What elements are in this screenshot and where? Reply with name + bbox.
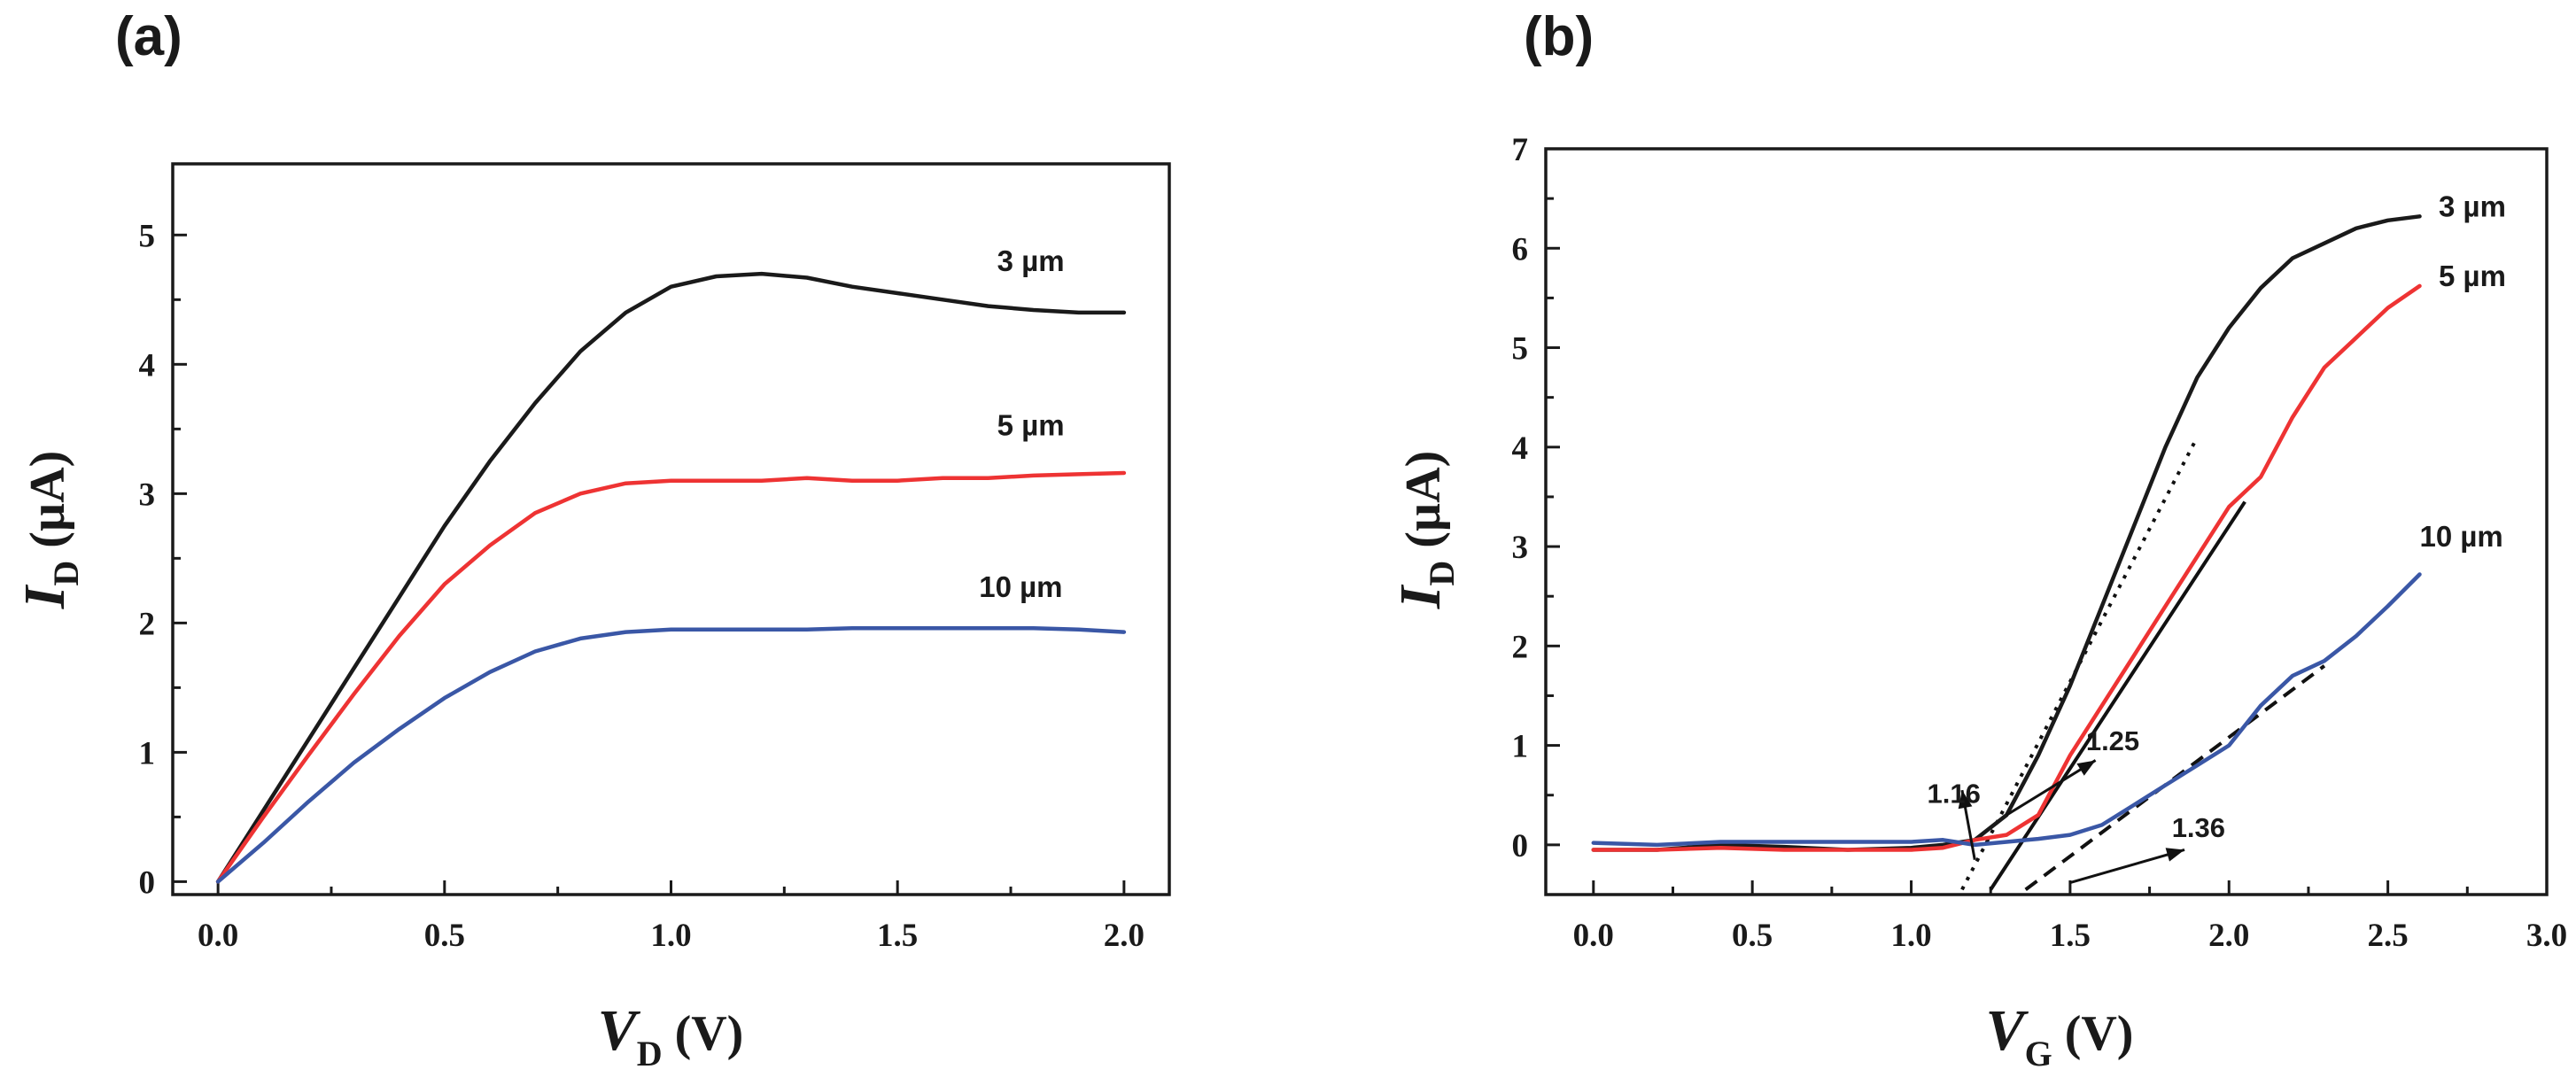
x-tick-label: 0.0	[1573, 918, 1614, 954]
panel-a-x-subscript: D	[637, 1034, 663, 1073]
x-tick-label: 2.5	[2368, 918, 2409, 954]
y-tick-label: 3	[139, 477, 156, 513]
y-tick-label: 3	[1512, 530, 1529, 566]
y-tick-label: 4	[1512, 430, 1529, 467]
y-tick-label: 7	[1512, 132, 1529, 168]
panel-b-y-unit: (µA)	[1396, 451, 1451, 548]
panel-b-series-labels: 3 µm 5 µm 10 µm	[2420, 190, 2506, 553]
panel-a-series	[215, 271, 1127, 884]
y-tick-label: 2	[139, 606, 156, 642]
series-line-3um	[215, 271, 1127, 884]
series-label: 10 µm	[979, 570, 1062, 603]
annotation-arrowhead	[2165, 848, 2185, 862]
panel-a-ticks: 0.0 0.5 1.0 1.5 2.0 0 1 2 3 4 5	[139, 218, 1144, 954]
panel-b-annotations: 1.16 1.25 1.36	[1927, 725, 2225, 884]
panel-a-y-axis-title: ID (µA)	[12, 451, 86, 610]
panel-b-series	[1591, 214, 2422, 852]
y-tick-label: 4	[139, 347, 156, 384]
y-tick-label: 5	[139, 218, 156, 254]
x-tick-label: 1.0	[1890, 918, 1931, 954]
panel-a-x-variable: V	[598, 998, 641, 1063]
panel-b-x-subscript: G	[2025, 1034, 2052, 1073]
panel-a-y-unit: (µA)	[20, 451, 75, 548]
panel-b-ticks: 0.0 0.5 1.0 1.5 2.0 2.5 3.0 0 1 2 3 4 5 6 7	[1512, 132, 2568, 954]
fit-line-solid	[1989, 500, 2246, 891]
panel-b-plot-frame	[1544, 147, 2549, 896]
series-line-5um	[1591, 283, 2422, 852]
panel-b-x-variable: V	[1986, 998, 2029, 1063]
annotation-arrowhead	[1958, 790, 1973, 810]
x-tick-label: 1.5	[877, 918, 918, 954]
panel-b-y-axis-title: ID (µA)	[1388, 451, 1462, 610]
series-label: 5 µm	[2439, 260, 2506, 292]
x-tick-label: 3.0	[2526, 918, 2567, 954]
panel-a-series-labels: 3 µm 5 µm 10 µm	[979, 244, 1064, 603]
annotation-label: 1.16	[1927, 779, 1980, 810]
panel-a-label: (a)	[115, 6, 182, 67]
x-tick-label: 1.5	[2050, 918, 2091, 954]
x-tick-label: 1.0	[650, 918, 691, 954]
x-tick-label: 2.0	[2208, 918, 2249, 954]
annotation-label: 1.36	[2172, 812, 2225, 843]
series-label: 10 µm	[2420, 520, 2503, 553]
panel-b-y-variable: I	[1388, 584, 1453, 609]
series-line-3um	[1591, 214, 2422, 852]
y-tick-label: 2	[1512, 629, 1529, 665]
panel-a-x-axis-title: VD (V)	[598, 998, 744, 1073]
x-tick-label: 0.5	[1732, 918, 1773, 954]
x-tick-label: 2.0	[1104, 918, 1144, 954]
x-tick-label: 0.5	[424, 918, 465, 954]
y-tick-label: 5	[1512, 331, 1529, 368]
panel-a-y-variable: I	[12, 584, 77, 609]
panel-b-x-unit: (V)	[2065, 1006, 2134, 1061]
series-label: 3 µm	[997, 244, 1065, 277]
panel-b-label: (b)	[1524, 6, 1594, 67]
y-tick-label: 0	[1512, 828, 1529, 864]
y-tick-label: 1	[1512, 729, 1529, 765]
series-label: 3 µm	[2439, 190, 2506, 222]
series-line-10um	[1591, 572, 2422, 848]
y-tick-label: 1	[139, 735, 156, 771]
panel-b-x-axis-title: VG (V)	[1986, 998, 2134, 1073]
panel-b-y-subscript: D	[1422, 561, 1462, 586]
annotation-arrow	[2069, 849, 2185, 884]
series-line-10um	[215, 625, 1127, 884]
y-tick-label: 0	[139, 864, 156, 901]
x-tick-label: 0.0	[198, 918, 238, 954]
annotation-arrowhead	[2076, 760, 2096, 776]
panel-a-y-subscript: D	[46, 561, 86, 586]
y-tick-label: 6	[1512, 231, 1529, 267]
annotation-label: 1.25	[2086, 725, 2139, 756]
series-line-5um	[215, 470, 1127, 884]
panel-a-x-unit: (V)	[675, 1006, 744, 1061]
series-label: 5 µm	[997, 409, 1065, 442]
